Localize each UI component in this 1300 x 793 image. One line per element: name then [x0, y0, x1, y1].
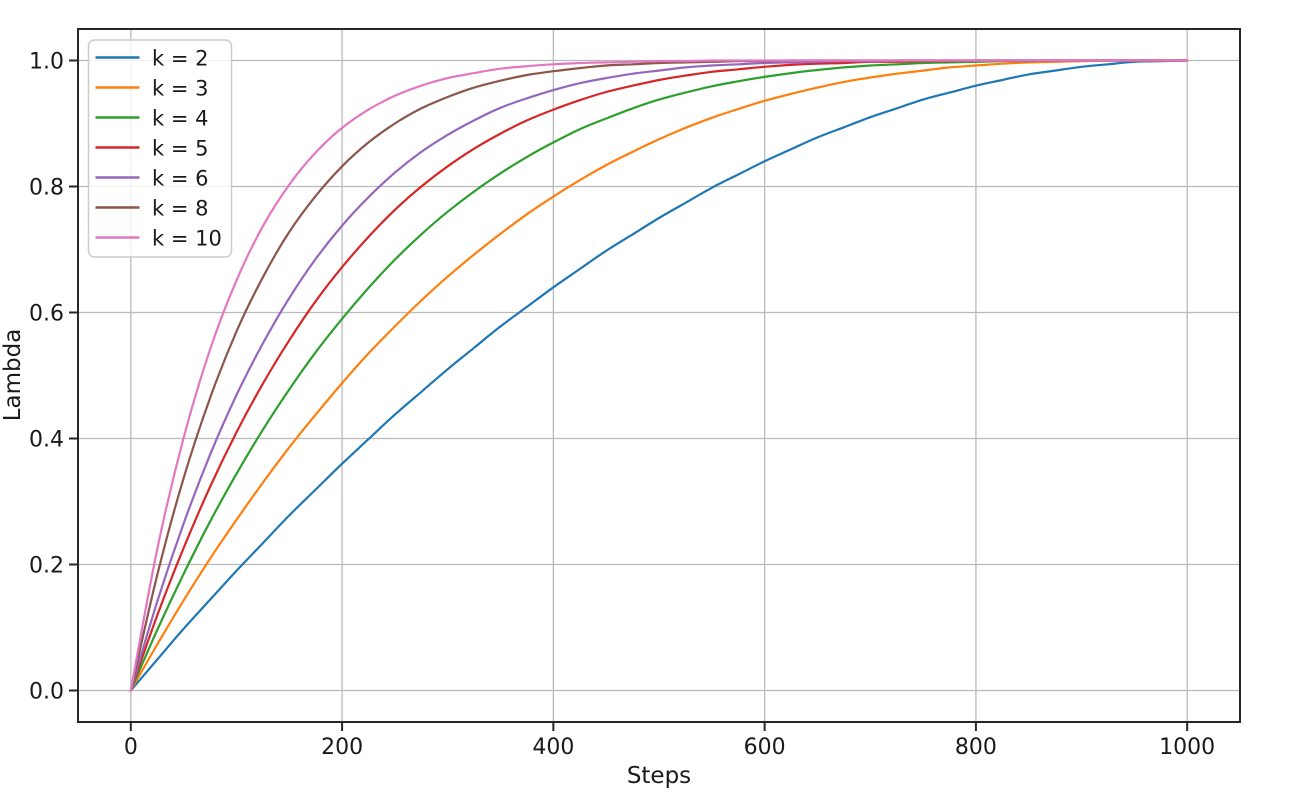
legend-label: k = 6 [152, 167, 208, 191]
legend-item-k-6: k = 6 [95, 167, 208, 191]
legend-label: k = 3 [152, 77, 208, 101]
legend-item-k-3: k = 3 [95, 77, 208, 101]
legend-label: k = 8 [152, 197, 208, 221]
series-line-k-5 [129, 59, 1189, 692]
x-tick-label: 400 [532, 735, 574, 760]
legend-item-k-10: k = 10 [95, 227, 222, 251]
plot-border [77, 28, 1241, 723]
x-tick-label: 200 [321, 735, 363, 760]
y-tick-label: 0.8 [29, 176, 64, 201]
y-tick-label: 1.0 [29, 50, 64, 75]
x-tick-label: 800 [955, 735, 997, 760]
legend-box [87, 39, 233, 258]
legend-label: k = 5 [152, 137, 208, 161]
series-line-k-4 [129, 59, 1189, 692]
x-tick-label: 1000 [1159, 735, 1215, 760]
x-tick-label: 0 [124, 735, 138, 760]
y-axis-label: Lambda [0, 329, 26, 422]
y-tick-label: 0.2 [29, 554, 64, 579]
y-tick-label: 0.0 [29, 680, 64, 705]
y-tick-label: 0.6 [29, 302, 64, 327]
y-tick-label: 0.4 [29, 428, 64, 453]
legend-item-k-2: k = 2 [95, 47, 208, 71]
legend-item-k-5: k = 5 [95, 137, 208, 161]
legend-label: k = 10 [152, 227, 222, 251]
legend-item-k-8: k = 8 [95, 197, 208, 221]
legend-label: k = 2 [152, 47, 208, 71]
series-line-k-3 [129, 59, 1189, 692]
x-axis-label: Steps [627, 763, 691, 789]
legend-label: k = 4 [152, 107, 208, 131]
x-tick-label: 600 [744, 735, 786, 760]
series-line-k-6 [129, 59, 1189, 692]
legend-item-k-4: k = 4 [95, 107, 208, 131]
series-line-k-2 [129, 59, 1189, 692]
series-line-k-8 [129, 59, 1189, 692]
series-line-k-10 [129, 59, 1189, 692]
legend: k = 2 k = 3 k = 4 k = 5 k = 6 k = 8 k = 10 [87, 39, 233, 258]
